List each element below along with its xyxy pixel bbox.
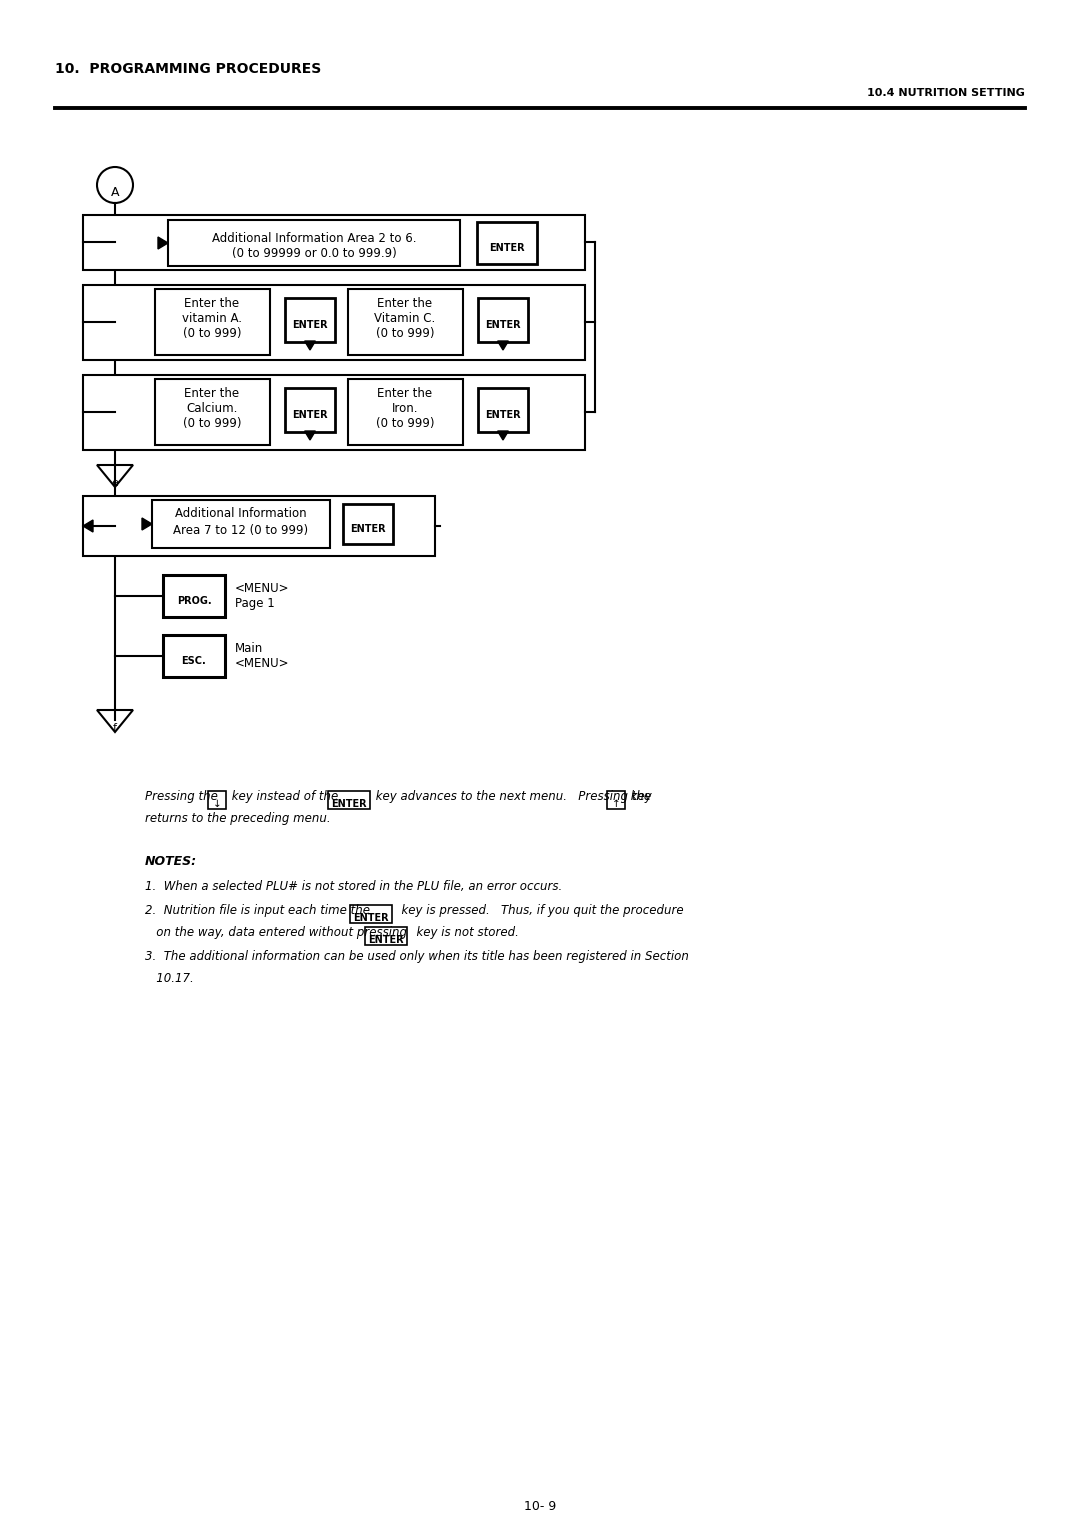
- Text: ENTER: ENTER: [368, 935, 404, 944]
- Text: on the way, data entered without pressing: on the way, data entered without pressin…: [145, 926, 410, 940]
- Text: Enter the: Enter the: [377, 387, 433, 400]
- Text: key advances to the next menu.   Pressing the: key advances to the next menu. Pressing …: [372, 790, 654, 804]
- Bar: [478, 298, 528, 342]
- Text: Pressing the: Pressing the: [145, 790, 221, 804]
- Text: ENTER: ENTER: [332, 799, 367, 808]
- Text: 10.4 NUTRITION SETTING: 10.4 NUTRITION SETTING: [867, 89, 1025, 98]
- Text: 10- 9: 10- 9: [524, 1500, 556, 1513]
- Text: ENTER: ENTER: [293, 410, 328, 420]
- Text: Additional Information: Additional Information: [175, 507, 307, 520]
- Bar: [348, 379, 463, 445]
- Text: ENTER: ENTER: [485, 319, 521, 330]
- Bar: [343, 504, 393, 544]
- Bar: [152, 500, 330, 549]
- Bar: [83, 497, 435, 556]
- Text: Additional Information Area 2 to 6.: Additional Information Area 2 to 6.: [212, 232, 416, 244]
- Text: key is pressed.   Thus, if you quit the procedure: key is pressed. Thus, if you quit the pr…: [394, 905, 684, 917]
- Text: 3.  The additional information can be used only when its title has been register: 3. The additional information can be use…: [145, 950, 689, 963]
- Text: returns to the preceding menu.: returns to the preceding menu.: [145, 811, 330, 825]
- Polygon shape: [305, 341, 315, 350]
- Polygon shape: [83, 520, 93, 532]
- Polygon shape: [498, 341, 509, 350]
- Text: key: key: [627, 790, 651, 804]
- Text: <MENU>: <MENU>: [235, 657, 289, 669]
- Bar: [156, 379, 270, 445]
- Text: Area 7 to 12 (0 to 999): Area 7 to 12 (0 to 999): [174, 524, 309, 536]
- Bar: [208, 792, 226, 808]
- Bar: [478, 388, 528, 432]
- Circle shape: [97, 167, 133, 203]
- Text: ENTER: ENTER: [350, 524, 386, 533]
- Bar: [607, 792, 625, 808]
- Text: (0 to 999): (0 to 999): [376, 327, 434, 341]
- Bar: [350, 905, 392, 923]
- Bar: [156, 289, 270, 354]
- Bar: [285, 388, 335, 432]
- Bar: [328, 792, 370, 808]
- Text: key instead of the: key instead of the: [228, 790, 342, 804]
- Text: NOTES:: NOTES:: [145, 856, 198, 868]
- Text: Iron.: Iron.: [392, 402, 418, 416]
- Text: 10.  PROGRAMMING PROCEDURES: 10. PROGRAMMING PROCEDURES: [55, 63, 321, 76]
- Text: PROG.: PROG.: [177, 596, 212, 607]
- Bar: [163, 636, 225, 677]
- Text: f: f: [113, 723, 117, 733]
- Bar: [163, 575, 225, 617]
- Text: <MENU>: <MENU>: [235, 582, 289, 594]
- Text: (0 to 999): (0 to 999): [183, 327, 241, 341]
- Bar: [83, 286, 585, 361]
- Text: (0 to 99999 or 0.0 to 999.9): (0 to 99999 or 0.0 to 999.9): [231, 248, 396, 260]
- Polygon shape: [498, 431, 509, 440]
- Text: 2.  Nutrition file is input each time the: 2. Nutrition file is input each time the: [145, 905, 374, 917]
- Bar: [477, 222, 537, 264]
- Polygon shape: [305, 431, 315, 440]
- Bar: [83, 215, 585, 270]
- Text: ↓: ↓: [213, 799, 221, 808]
- Text: Enter the: Enter the: [185, 296, 240, 310]
- Text: ENTER: ENTER: [489, 243, 525, 254]
- Text: Enter the: Enter the: [377, 296, 433, 310]
- Text: Calcium.: Calcium.: [187, 402, 238, 416]
- Polygon shape: [158, 237, 168, 249]
- Bar: [83, 374, 585, 451]
- Bar: [365, 927, 407, 944]
- Text: ENTER: ENTER: [485, 410, 521, 420]
- Text: ESC.: ESC.: [181, 656, 206, 666]
- Text: ENTER: ENTER: [293, 319, 328, 330]
- Text: Vitamin C.: Vitamin C.: [375, 312, 435, 325]
- Text: (0 to 999): (0 to 999): [376, 417, 434, 429]
- Bar: [285, 298, 335, 342]
- Text: 10.17.: 10.17.: [145, 972, 193, 986]
- Text: A: A: [111, 185, 119, 199]
- Text: 1.  When a selected PLU# is not stored in the PLU file, an error occurs.: 1. When a selected PLU# is not stored in…: [145, 880, 563, 892]
- Text: Main: Main: [235, 642, 264, 656]
- Text: vitamin A.: vitamin A.: [183, 312, 242, 325]
- Text: ↑: ↑: [611, 799, 620, 808]
- Polygon shape: [141, 518, 152, 530]
- Bar: [168, 220, 460, 266]
- Text: Page 1: Page 1: [235, 597, 274, 610]
- Text: key is not stored.: key is not stored.: [409, 926, 518, 940]
- Bar: [348, 289, 463, 354]
- Text: (0 to 999): (0 to 999): [183, 417, 241, 429]
- Text: Enter the: Enter the: [185, 387, 240, 400]
- Text: ENTER: ENTER: [353, 914, 389, 923]
- Text: e: e: [111, 478, 119, 487]
